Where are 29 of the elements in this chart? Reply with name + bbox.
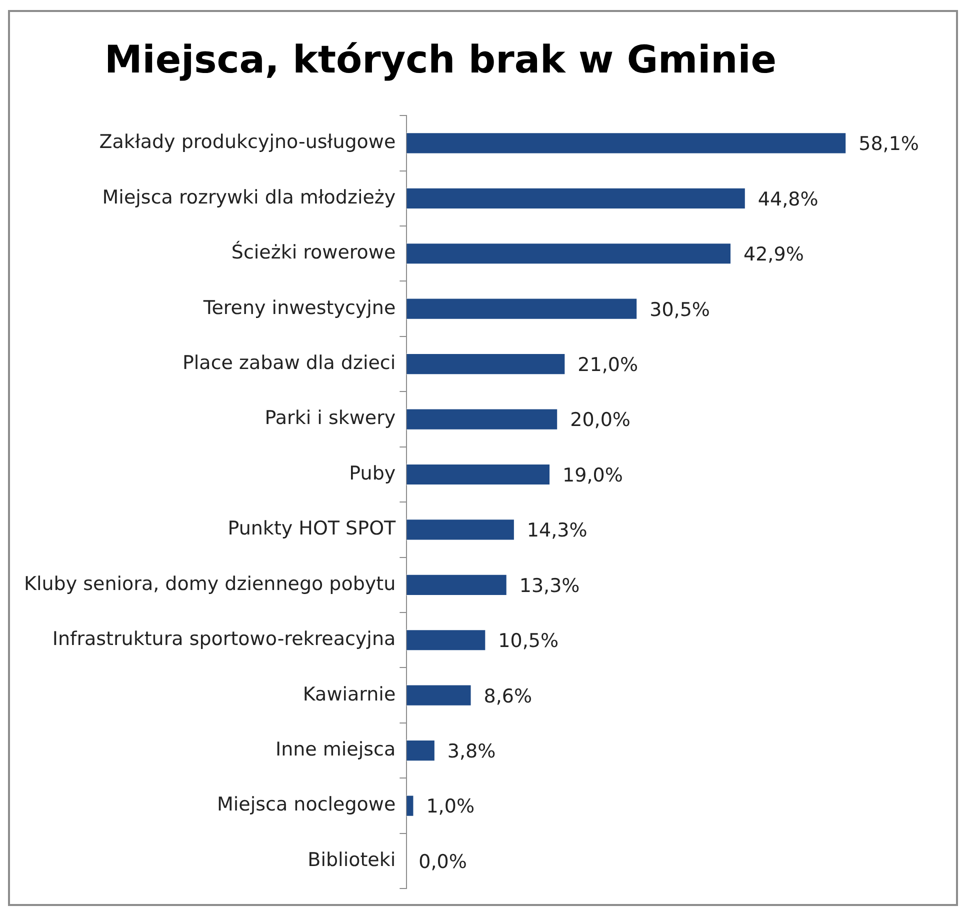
data-label: 1,0% — [426, 796, 475, 818]
data-label: 14,3% — [526, 520, 588, 542]
y-tick-label: Zakłady produkcyjno-usługowe — [99, 131, 396, 154]
data-label: 30,5% — [650, 298, 710, 321]
data-label: 10,5% — [498, 630, 559, 652]
data-label: 3,8% — [447, 740, 496, 762]
y-tick-label: Puby — [349, 462, 396, 484]
y-tick-label: Miejsca rozrywki dla młodzieży — [102, 186, 396, 208]
y-tick-label: Place zabaw dla dzieci — [182, 352, 396, 374]
data-label: 13,3% — [519, 574, 580, 597]
data-label: 21,0% — [578, 354, 638, 376]
data-label: 42,9% — [744, 244, 804, 266]
y-tick-label: Ścieżki rowerowe — [231, 240, 396, 264]
data-label: 58,1% — [858, 133, 919, 156]
data-label: 19,0% — [562, 464, 623, 486]
y-tick-label: Biblioteki — [308, 848, 396, 871]
data-label: 20,0% — [570, 409, 630, 432]
y-tick-label: Tereny inwestycyjne — [202, 296, 396, 319]
y-tick-label: Punkty HOT SPOT — [228, 518, 396, 540]
data-label: 8,6% — [484, 685, 532, 708]
y-tick-label: Kluby seniora, domy dziennego pobytu — [24, 572, 396, 595]
y-tick-label: Miejsca noclegowe — [216, 794, 396, 816]
y-tick-label: Infrastruktura sportowo-rekreacyjna — [52, 628, 396, 650]
y-tick-label: Parki i skwery — [264, 407, 396, 430]
data-label: 44,8% — [758, 188, 818, 210]
chart-title: Miejsca, których brak w Gminie — [104, 38, 777, 82]
y-tick-label: Kawiarnie — [302, 683, 396, 706]
data-label: 0,0% — [418, 850, 467, 873]
y-tick-label: Inne miejsca — [275, 738, 396, 760]
